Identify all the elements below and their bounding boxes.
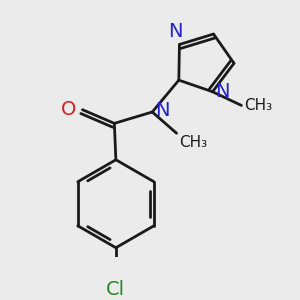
Text: Cl: Cl xyxy=(106,280,125,299)
Text: O: O xyxy=(61,100,76,119)
Text: N: N xyxy=(168,22,182,41)
Text: CH₃: CH₃ xyxy=(244,98,272,113)
Text: N: N xyxy=(155,101,170,120)
Text: CH₃: CH₃ xyxy=(180,135,208,150)
Text: N: N xyxy=(216,82,230,101)
